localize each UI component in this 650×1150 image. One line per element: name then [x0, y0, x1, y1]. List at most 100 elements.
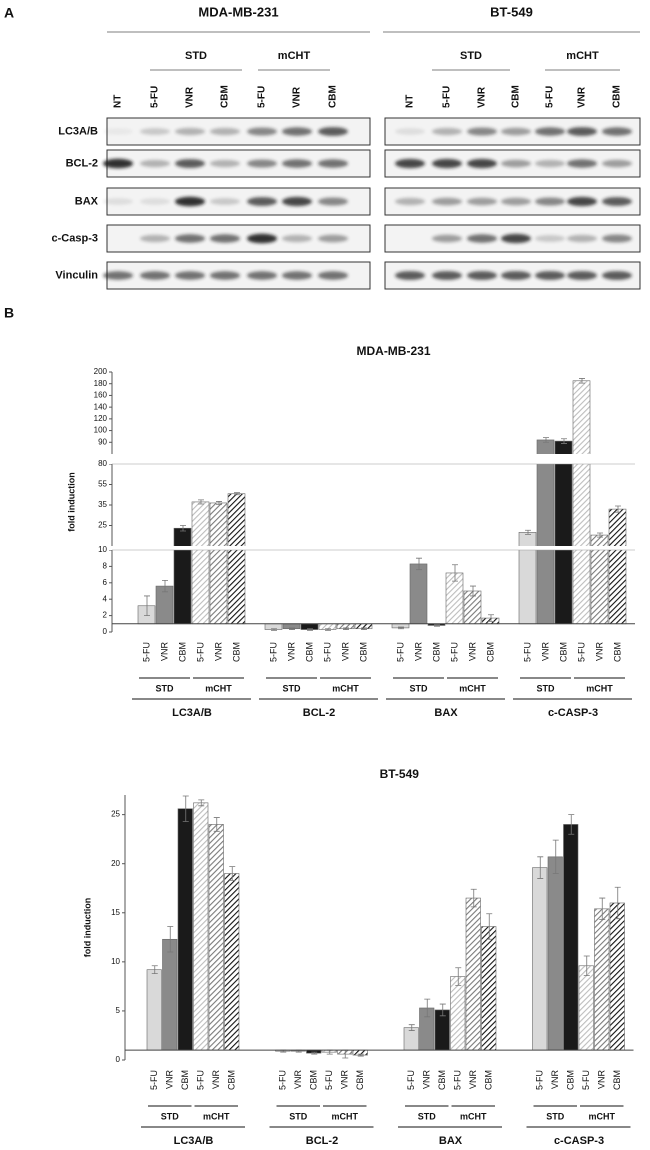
blot-band: [567, 234, 597, 243]
lane-label: CBM: [612, 85, 623, 108]
category-label: LC3A/B: [174, 1135, 214, 1147]
bar-label: VNR: [159, 642, 169, 662]
bar-label: 5-FU: [522, 642, 532, 662]
group-label: mCHT: [586, 683, 613, 693]
error-bar: [167, 926, 174, 953]
category-label: BCL-2: [306, 1135, 338, 1147]
blot-band: [103, 271, 133, 280]
error-bar: [162, 579, 168, 593]
blot-band: [175, 159, 205, 168]
y-axis-label: fold induction: [82, 898, 92, 957]
error-bar: [289, 627, 295, 630]
y-tick-label: 10: [98, 545, 107, 554]
y-axis-label: fold induction: [66, 472, 76, 531]
error-bar: [198, 499, 204, 505]
bar-label: VNR: [467, 642, 477, 662]
blot-band: [432, 158, 462, 169]
blot-band: [247, 197, 277, 206]
bar: [162, 938, 178, 1051]
error-bar: [343, 627, 349, 630]
bar: [173, 527, 192, 625]
group-label: STD: [418, 1111, 437, 1121]
blot-band: [501, 197, 531, 206]
bar-label: 5-FU: [268, 642, 278, 662]
blot-band: [318, 127, 348, 136]
bar-label: VNR: [413, 642, 423, 662]
blot-band: [567, 271, 597, 280]
blot-band: [467, 127, 497, 136]
group-label: mCHT: [459, 683, 486, 693]
y-tick-label: 25: [111, 810, 120, 819]
blot-band: [602, 127, 632, 136]
blot-band: [140, 159, 170, 168]
bar-label: VNR: [594, 642, 604, 662]
lane-label: CBM: [511, 85, 522, 108]
bar-label: VNR: [165, 1070, 175, 1090]
y-tick-label: 100: [94, 426, 108, 435]
blot-band: [535, 159, 565, 168]
lane-label: VNR: [185, 86, 196, 108]
blot-band: [247, 159, 277, 168]
group-label: mCHT: [332, 1111, 359, 1121]
error-bar: [180, 525, 186, 532]
category-label: c-CASP-3: [554, 1135, 604, 1147]
bar-label: CBM: [177, 642, 187, 662]
bar-label: CBM: [612, 1070, 622, 1090]
bar: [572, 380, 591, 625]
error-bar: [488, 614, 494, 622]
category-label: c-CASP-3: [548, 707, 598, 719]
y-tick-label: 90: [98, 437, 107, 446]
group-label: STD: [283, 683, 302, 693]
bar-label: VNR: [540, 642, 550, 662]
bar-label: VNR: [340, 642, 350, 662]
bar-label: CBM: [484, 1070, 494, 1090]
blot-band: [282, 196, 312, 207]
blot-band: [103, 128, 133, 135]
error-bar: [552, 839, 559, 874]
protein-label: Vinculin: [55, 269, 98, 281]
blot-band: [467, 197, 497, 206]
group-label: STD: [460, 50, 482, 62]
error-bar: [486, 913, 493, 940]
lane-label: 5-FU: [150, 86, 161, 108]
blot-band: [247, 233, 277, 244]
error-bar: [424, 998, 431, 1018]
error-bar: [543, 437, 549, 443]
blot-band: [467, 158, 497, 169]
bar: [554, 440, 573, 625]
group-label: STD: [537, 683, 556, 693]
bar: [208, 824, 224, 1051]
bar-label: 5-FU: [195, 642, 205, 662]
bar-label: CBM: [309, 1070, 319, 1090]
lane-label: NT: [113, 95, 124, 108]
protein-label: LC3A/B: [58, 125, 98, 137]
blot-band: [395, 197, 425, 206]
bar-label: 5-FU: [395, 642, 405, 662]
blot-band: [318, 234, 348, 243]
protein-label: BAX: [75, 195, 99, 207]
blot-band: [210, 127, 240, 136]
lane-label: 5-FU: [442, 86, 453, 108]
error-bar: [434, 624, 440, 627]
blot-band: [602, 159, 632, 168]
error-bar: [455, 967, 462, 986]
blot-band: [535, 235, 565, 242]
lane-label: VNR: [292, 86, 303, 108]
blot-band: [432, 234, 462, 243]
blot-band: [602, 197, 632, 206]
blot-band: [140, 198, 170, 205]
y-tick-label: 20: [111, 859, 120, 868]
bar: [608, 508, 627, 625]
bar-label: VNR: [422, 1070, 432, 1090]
bar: [563, 824, 579, 1051]
blot-band: [467, 234, 497, 243]
blot-band: [535, 127, 565, 136]
blot-band: [175, 196, 205, 207]
bar: [532, 867, 548, 1051]
error-bar: [597, 532, 603, 538]
y-tick-label: 200: [94, 367, 108, 376]
error-bar: [325, 628, 331, 631]
blot-band: [395, 158, 425, 169]
bar-label: 5-FU: [149, 1070, 159, 1090]
bar-label: 5-FU: [278, 1070, 288, 1090]
